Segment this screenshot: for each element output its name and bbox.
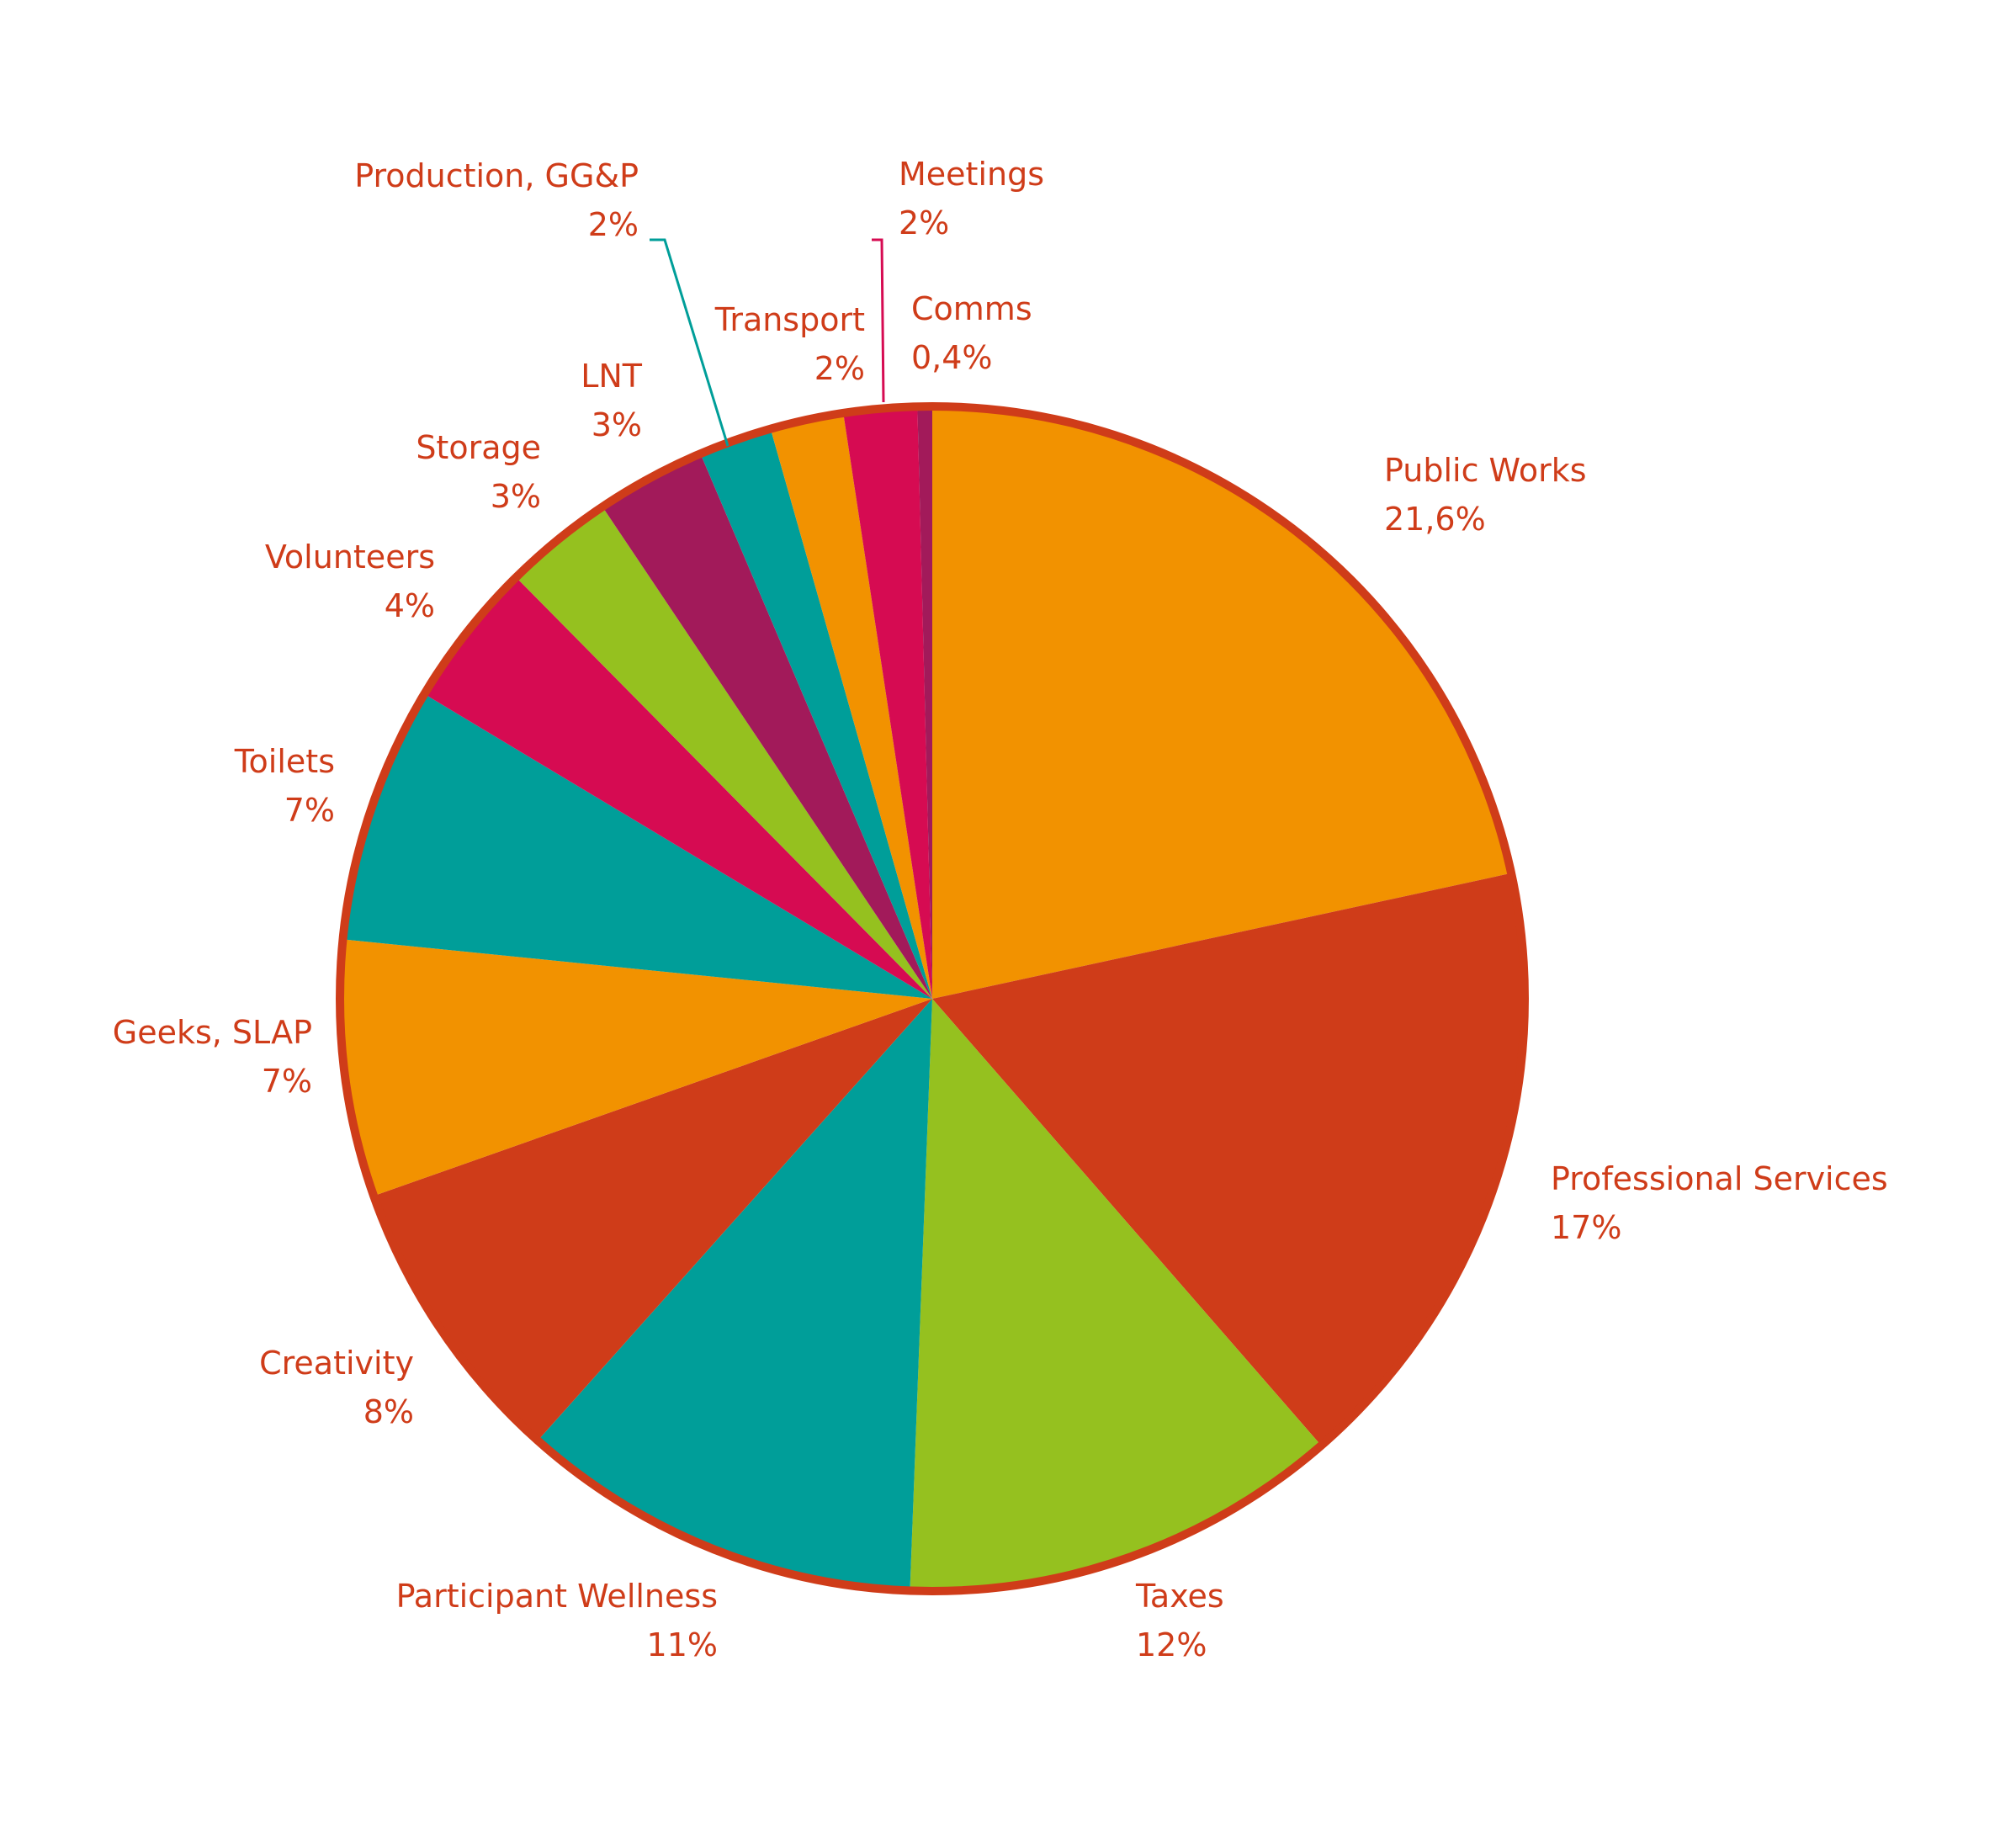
slice-value-label: 2% — [588, 206, 639, 243]
slice-label: Professional Services — [1551, 1160, 1888, 1197]
pie-slice-comms — [917, 406, 932, 999]
pie-slices — [339, 406, 1525, 1592]
slice-label: Public Works — [1384, 452, 1587, 489]
pie-slice-production-gg-p — [700, 428, 932, 1000]
slice-value-label: 11% — [647, 1626, 718, 1663]
pie-slice-creativity — [374, 999, 932, 1441]
slice-label: Toilets — [234, 743, 335, 780]
pie-slice-geeks-slap — [339, 939, 932, 1196]
pie-slice-taxes — [910, 999, 1322, 1592]
slice-label: Geeks, SLAP — [113, 1014, 312, 1051]
slice-label: Comms — [911, 290, 1032, 327]
pie-slice-transport — [770, 412, 932, 999]
slice-value-label: 0,4% — [911, 339, 993, 376]
slice-labels: Public Works 21,6% Professional Services 17… — [113, 156, 1888, 1663]
slice-value-label: 7% — [284, 792, 335, 829]
slice-value-label: 3% — [491, 478, 541, 515]
slice-value-label: 8% — [363, 1393, 414, 1430]
slice-value-label: 3% — [592, 406, 642, 443]
slice-value-label: 17% — [1551, 1209, 1621, 1246]
slice-label: Participant Wellness — [396, 1578, 718, 1615]
slice-value-label: 7% — [262, 1063, 312, 1100]
slice-value-label: 2% — [814, 350, 865, 387]
slice-value-label: 2% — [899, 204, 949, 241]
slice-label: Creativity — [259, 1345, 414, 1382]
pie-slice-meetings — [843, 406, 932, 1000]
slice-label: Taxes — [1135, 1578, 1224, 1615]
pie-slice-volunteers — [424, 577, 932, 999]
slice-label: Storage — [416, 429, 541, 466]
leader-line — [872, 238, 885, 403]
pie-slice-toilets — [342, 693, 932, 999]
slice-label: Volunteers — [265, 539, 435, 576]
leader-lines — [650, 238, 885, 447]
pie-slice-lnt — [602, 454, 932, 999]
pie-slice-public-works — [932, 406, 1511, 999]
slice-label: Transport — [714, 301, 865, 338]
pie-border — [336, 402, 1529, 1595]
leader-line — [650, 238, 729, 447]
slice-label: Production, GG&P — [354, 157, 639, 194]
slice-label: Meetings — [899, 156, 1044, 193]
slice-value-label: 12% — [1136, 1626, 1207, 1663]
slice-value-label: 4% — [385, 587, 435, 624]
pie-slice-storage — [516, 507, 932, 999]
slice-label: LNT — [581, 358, 643, 395]
pie-slice-participant-wellness — [538, 999, 932, 1591]
pie-slice-professional-services — [932, 873, 1525, 1446]
slice-value-label: 21,6% — [1384, 501, 1486, 538]
